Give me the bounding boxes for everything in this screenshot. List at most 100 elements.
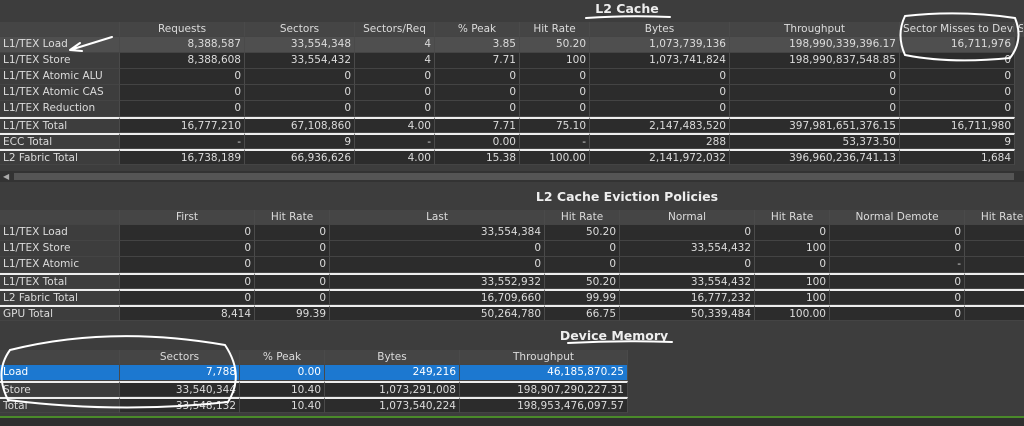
row-label[interactable]: GPU Total: [0, 305, 120, 321]
cell[interactable]: 66.75: [545, 305, 620, 321]
cell[interactable]: 1,073,291,008: [325, 381, 460, 397]
cell[interactable]: 75.10: [520, 117, 590, 133]
row-label[interactable]: ECC Total: [0, 133, 120, 149]
cell[interactable]: 397,981,651,376.15: [730, 117, 900, 133]
cell[interactable]: 8,388,587: [120, 37, 245, 53]
cell[interactable]: -: [120, 133, 245, 149]
cell[interactable]: 33,554,384: [330, 225, 545, 241]
row-label[interactable]: L1/TEX Total: [0, 117, 120, 133]
column-header[interactable]: Sector Misses to Device: [900, 22, 1015, 37]
cell[interactable]: 50,264,780: [330, 305, 545, 321]
cell[interactable]: 0: [355, 85, 435, 101]
column-header[interactable]: Hit Rate: [255, 210, 330, 225]
cell[interactable]: 0: [590, 101, 730, 117]
cell[interactable]: 100: [755, 289, 830, 305]
cell[interactable]: 0: [255, 241, 330, 257]
cell[interactable]: 0: [120, 257, 255, 273]
cell[interactable]: 0: [120, 225, 255, 241]
cell[interactable]: 288: [590, 133, 730, 149]
column-header[interactable]: Last: [330, 210, 545, 225]
cell[interactable]: 0: [330, 241, 545, 257]
cell[interactable]: 4: [355, 53, 435, 69]
cell[interactable]: 99.39: [255, 305, 330, 321]
column-header[interactable]: Sectors/Req: [355, 22, 435, 37]
cell[interactable]: 0: [590, 69, 730, 85]
cell[interactable]: 33,554,348: [245, 37, 355, 53]
cell[interactable]: 8,414: [120, 305, 255, 321]
cell[interactable]: 0: [545, 241, 620, 257]
cell[interactable]: 16,777,210: [120, 117, 245, 133]
cell[interactable]: 100: [755, 273, 830, 289]
cell[interactable]: -: [965, 257, 1024, 273]
cell[interactable]: 0: [245, 69, 355, 85]
column-header[interactable]: Sectors: [245, 22, 355, 37]
cell[interactable]: 7.71: [435, 53, 520, 69]
cell[interactable]: 33,554,432: [620, 241, 755, 257]
cell[interactable]: 3.85: [435, 37, 520, 53]
cell[interactable]: 0.00: [435, 133, 520, 149]
cell[interactable]: 0: [900, 85, 1015, 101]
cell[interactable]: 33,552,932: [330, 273, 545, 289]
cell[interactable]: 0: [965, 305, 1024, 321]
row-label[interactable]: L2 Fabric Total: [0, 289, 120, 305]
column-header[interactable]: Normal Demote: [830, 210, 965, 225]
cell[interactable]: 0: [245, 85, 355, 101]
cell[interactable]: 198,907,290,227.31: [460, 381, 628, 397]
scrollbar[interactable]: ◀: [0, 171, 1024, 182]
cell[interactable]: 0: [120, 289, 255, 305]
cell[interactable]: 4.00: [355, 149, 435, 165]
cell[interactable]: 100.00: [520, 149, 590, 165]
cell[interactable]: 0: [355, 101, 435, 117]
column-header[interactable]: Hit Rate: [755, 210, 830, 225]
cell[interactable]: 0: [620, 257, 755, 273]
cell[interactable]: 33,548,132: [120, 397, 240, 413]
column-header[interactable]: Hit Rate: [965, 210, 1024, 225]
row-label[interactable]: Store: [0, 381, 120, 397]
cell[interactable]: 7,788: [120, 365, 240, 381]
cell[interactable]: 50.20: [545, 225, 620, 241]
cell[interactable]: 100: [755, 241, 830, 257]
cell[interactable]: 8,388,608: [120, 53, 245, 69]
cell[interactable]: 0: [965, 289, 1024, 305]
cell[interactable]: 2,141,972,032: [590, 149, 730, 165]
cell[interactable]: 16,709,660: [330, 289, 545, 305]
cell[interactable]: 100: [520, 53, 590, 69]
column-header[interactable]: Hit Rate: [520, 22, 590, 37]
cell[interactable]: 0: [620, 225, 755, 241]
cell[interactable]: 1,684: [900, 149, 1015, 165]
cell[interactable]: 0: [965, 225, 1024, 241]
row-label[interactable]: L2 Fabric Total: [0, 149, 120, 165]
cell[interactable]: 198,953,476,097.57: [460, 397, 628, 413]
column-header[interactable]: Hit Rate: [545, 210, 620, 225]
cell[interactable]: 0: [830, 241, 965, 257]
row-label[interactable]: L1/TEX Atomic CAS: [0, 85, 120, 101]
cell[interactable]: 0: [830, 305, 965, 321]
column-header[interactable]: S: [1015, 22, 1024, 37]
cell[interactable]: 0: [830, 289, 965, 305]
row-label[interactable]: L1/TEX Store: [0, 53, 120, 69]
cell[interactable]: 16,711,976: [900, 37, 1015, 53]
row-label[interactable]: Load: [0, 365, 120, 381]
cell[interactable]: 4.00: [355, 117, 435, 133]
cell[interactable]: 0: [900, 101, 1015, 117]
cell[interactable]: 0: [255, 289, 330, 305]
cell[interactable]: 0: [590, 85, 730, 101]
column-header[interactable]: Throughput: [460, 350, 628, 365]
cell[interactable]: 7.71: [435, 117, 520, 133]
cell[interactable]: 50.20: [520, 37, 590, 53]
cell[interactable]: 0: [755, 225, 830, 241]
cell[interactable]: 0: [120, 241, 255, 257]
cell[interactable]: 10.40: [240, 397, 325, 413]
cell[interactable]: 0: [435, 69, 520, 85]
cell[interactable]: -: [830, 257, 965, 273]
cell[interactable]: 0: [120, 69, 245, 85]
row-label[interactable]: L1/TEX Load: [0, 225, 120, 241]
cell[interactable]: 16,738,189: [120, 149, 245, 165]
column-header[interactable]: Throughput: [730, 22, 900, 37]
cell[interactable]: 0: [120, 101, 245, 117]
cell[interactable]: 0.00: [240, 365, 325, 381]
cell[interactable]: 0: [255, 273, 330, 289]
cell[interactable]: 0: [330, 257, 545, 273]
cell[interactable]: 198,990,339,396.17: [730, 37, 900, 53]
cell[interactable]: 33,554,432: [620, 273, 755, 289]
